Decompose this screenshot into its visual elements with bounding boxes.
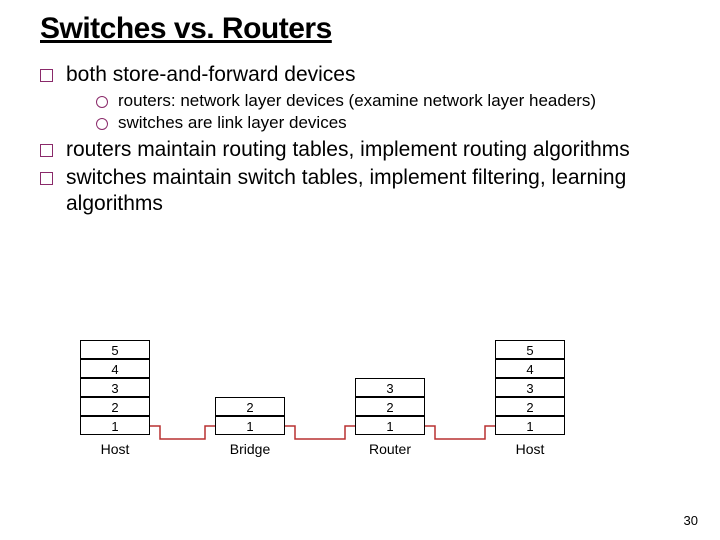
sub-bullet-item: switches are link layer devices bbox=[96, 112, 680, 133]
layer-box: 1 bbox=[495, 416, 565, 435]
bullet-list: both store-and-forward devices routers: … bbox=[40, 62, 680, 218]
device-router: 3 2 1 Router bbox=[355, 378, 425, 457]
bullet-item: switches maintain switch tables, impleme… bbox=[40, 165, 680, 218]
layer-box: 3 bbox=[355, 378, 425, 397]
device-label: Host bbox=[495, 441, 565, 457]
sub-bullet-list: routers: network layer devices (examine … bbox=[96, 90, 680, 133]
slide-title: Switches vs. Routers bbox=[40, 12, 680, 46]
device-bridge: 2 1 Bridge bbox=[215, 397, 285, 457]
layer-box: 2 bbox=[215, 397, 285, 416]
layer-box: 5 bbox=[80, 340, 150, 359]
layer-box: 2 bbox=[495, 397, 565, 416]
layer-box: 1 bbox=[80, 416, 150, 435]
layer-box: 5 bbox=[495, 340, 565, 359]
layer-box: 4 bbox=[495, 359, 565, 378]
layer-box: 3 bbox=[495, 378, 565, 397]
layer-box: 1 bbox=[215, 416, 285, 435]
layer-box: 4 bbox=[80, 359, 150, 378]
layer-diagram: 5 4 3 2 1 Host 2 1 Bridge 3 2 1 Router 5… bbox=[80, 340, 620, 500]
layer-box: 2 bbox=[355, 397, 425, 416]
bullet-item: both store-and-forward devices routers: … bbox=[40, 62, 680, 133]
device-host2: 5 4 3 2 1 Host bbox=[495, 340, 565, 457]
page-number: 30 bbox=[684, 513, 698, 528]
bullet-text: both store-and-forward devices bbox=[66, 63, 355, 86]
sub-bullet-item: routers: network layer devices (examine … bbox=[96, 90, 680, 111]
layer-box: 3 bbox=[80, 378, 150, 397]
device-host1: 5 4 3 2 1 Host bbox=[80, 340, 150, 457]
device-label: Host bbox=[80, 441, 150, 457]
bullet-item: routers maintain routing tables, impleme… bbox=[40, 137, 680, 163]
device-label: Router bbox=[355, 441, 425, 457]
device-label: Bridge bbox=[215, 441, 285, 457]
layer-box: 1 bbox=[355, 416, 425, 435]
layer-box: 2 bbox=[80, 397, 150, 416]
